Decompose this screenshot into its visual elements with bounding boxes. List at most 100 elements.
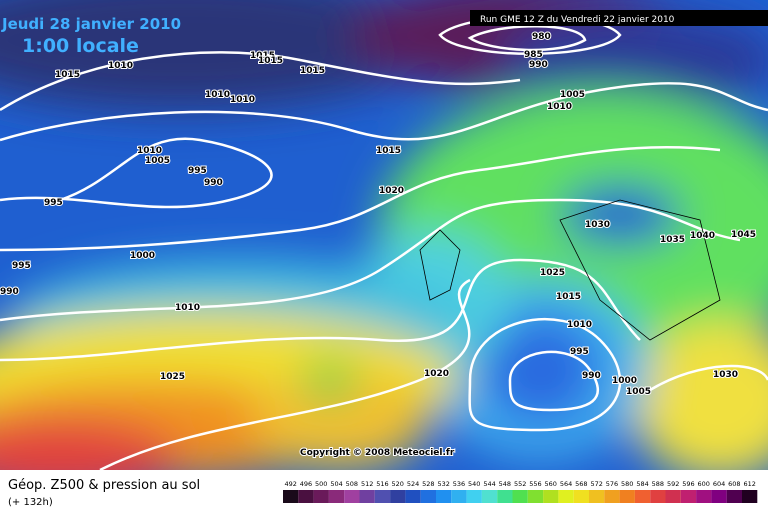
isobar-label: 990 (204, 178, 223, 188)
run-banner (470, 10, 768, 26)
isobar-label: 1015 (556, 292, 581, 302)
scale-swatch (512, 490, 528, 503)
scale-swatch (359, 490, 375, 503)
scale-label: 600 (698, 480, 710, 488)
scale-label: 500 (315, 480, 327, 488)
scale-swatch (481, 490, 498, 503)
isobar-label: 1010 (205, 90, 230, 100)
isobar-label: 1020 (424, 369, 449, 379)
isobar-label: 1025 (160, 372, 185, 382)
scale-swatch (742, 490, 758, 503)
scale-label: 520 (392, 480, 404, 488)
scale-swatch (344, 490, 360, 503)
scale-swatch (589, 490, 605, 503)
isobar-label: 1025 (540, 268, 565, 278)
isobar-label: 990 (529, 60, 548, 70)
scale-label: 512 (361, 480, 373, 488)
coastlines (419, 199, 721, 341)
isobar-label: 1010 (547, 102, 572, 112)
scale-label: 532 (437, 480, 449, 488)
isobar-label: 1015 (376, 146, 401, 156)
scale-label: 592 (667, 480, 679, 488)
scale-label: 492 (284, 480, 296, 488)
isobar-label: 995 (188, 166, 207, 176)
scale-label: 504 (330, 480, 342, 488)
forecast-time: 1:00 locale (22, 35, 139, 57)
isobar-label: 985 (524, 50, 543, 60)
scale-swatch (497, 490, 513, 503)
scale-label: 612 (743, 480, 755, 488)
isobar-label: 1010 (108, 61, 133, 71)
scale-label: 560 (545, 480, 557, 488)
isobar-label: 980 (532, 32, 551, 42)
isobar-label: 1015 (300, 66, 325, 76)
isobar-label: 1035 (660, 235, 685, 245)
isobars (0, 15, 768, 470)
run-info: Run GME 12 Z du Vendredi 22 janvier 2010 (480, 15, 675, 25)
scale-swatch (573, 490, 589, 503)
isobar-label: 1010 (567, 320, 592, 330)
scale-swatch (680, 490, 697, 503)
isobar-label: 1010 (230, 95, 255, 105)
scale-swatch (466, 490, 482, 503)
scale-swatch (420, 490, 436, 503)
copyright: Copyright © 2008 Meteociel.fr (300, 448, 455, 458)
scale-label: 580 (621, 480, 633, 488)
isobar-label: 1045 (731, 230, 756, 240)
scale-swatch (619, 490, 635, 503)
isobar-label: 1005 (145, 156, 170, 166)
scale-label: 576 (606, 480, 618, 488)
isobar-label: 1010 (175, 303, 200, 313)
scale-label: 564 (560, 480, 572, 488)
scale-label: 536 (453, 480, 465, 488)
scale-label: 608 (728, 480, 740, 488)
lead-time: (+ 132h) (8, 497, 53, 508)
isobar-label: 1015 (250, 51, 275, 61)
scale-swatch (726, 490, 742, 503)
scale-swatch (451, 490, 467, 503)
isobar-label: 995 (12, 261, 31, 271)
scale-label: 508 (346, 480, 358, 488)
scale-swatch (665, 490, 681, 503)
isobar-label: 995 (570, 347, 589, 357)
isobar-label: 995 (44, 198, 63, 208)
scale-swatch (313, 490, 329, 503)
scale-swatch (650, 490, 666, 503)
scale-label: 528 (422, 480, 434, 488)
forecast-date: Jeudi 28 janvier 2010 (1, 15, 181, 33)
scale-label: 552 (514, 480, 526, 488)
scale-swatch (390, 490, 406, 503)
scale-label: 540 (468, 480, 480, 488)
scale-swatch (283, 490, 299, 503)
scale-swatch (405, 490, 421, 503)
isobar-label: 1030 (585, 220, 610, 230)
isobar-label: 1010 (137, 146, 162, 156)
isobar-label: 1020 (379, 186, 404, 196)
scale-swatch (374, 490, 391, 503)
isobar-label: 1000 (130, 251, 155, 261)
scale-label: 548 (499, 480, 511, 488)
scale-swatch (527, 490, 544, 503)
isobar-label: 1000 (612, 376, 637, 386)
scale-label: 556 (529, 480, 541, 488)
isobar-label: 1030 (713, 370, 738, 380)
map-background (0, 0, 768, 470)
scale-label: 604 (713, 480, 725, 488)
scale-label: 544 (483, 480, 495, 488)
scale-label: 596 (682, 480, 694, 488)
scale-label: 572 (590, 480, 602, 488)
scale-label: 588 (652, 480, 664, 488)
scale-swatch (696, 490, 712, 503)
scale-label: 516 (376, 480, 388, 488)
scale-label: 496 (300, 480, 312, 488)
isobar-label: 990 (0, 287, 19, 297)
scale-label: 524 (407, 480, 419, 488)
legend-title: Géop. Z500 & pression au sol (8, 478, 200, 493)
color-scale: 492 496 500 504 508 512 516 520 524 528 532 536 540 5… (283, 480, 758, 503)
isobar-label: 1040 (690, 231, 715, 241)
scale-swatch (558, 490, 574, 503)
isobar-label: 1015 (258, 56, 283, 66)
